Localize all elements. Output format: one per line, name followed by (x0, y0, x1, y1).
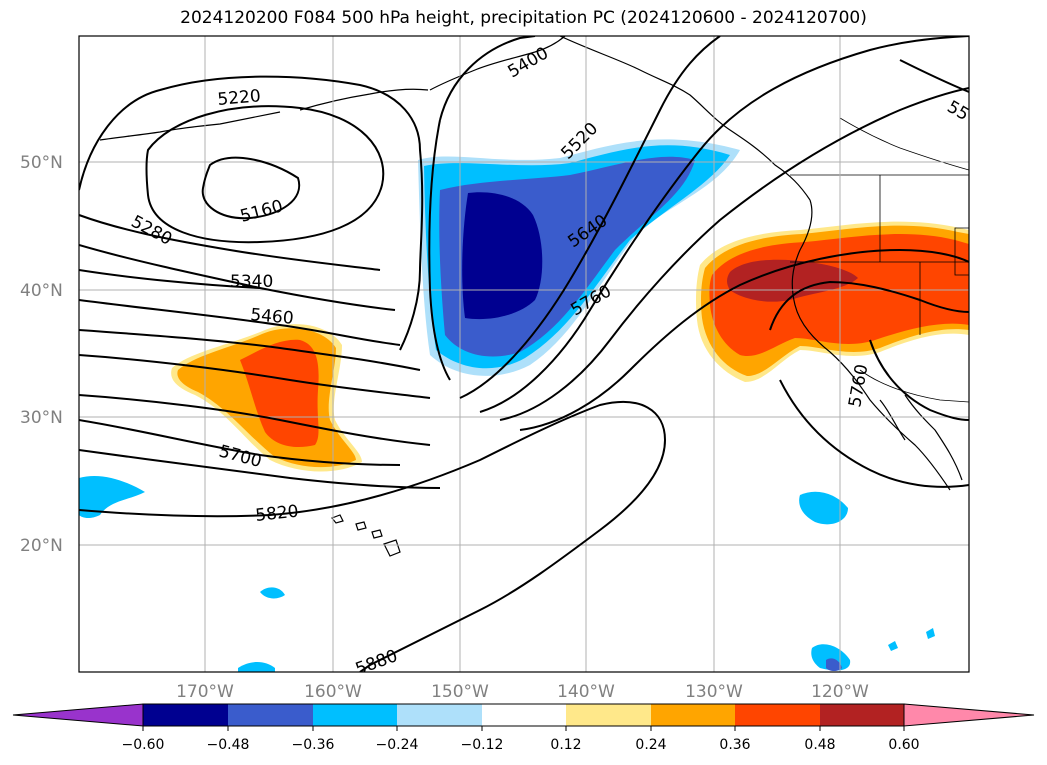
contour-5340 (79, 269, 261, 289)
colorbar-bin (482, 704, 566, 726)
contour-5760e (779, 379, 969, 488)
lat-label: 30°N (20, 408, 63, 428)
precip-neg-bottom (238, 662, 275, 672)
contour-label: 5460 (250, 305, 295, 329)
gridlines (79, 36, 969, 672)
lon-label: 130°W (685, 682, 743, 702)
lat-label: 20°N (20, 536, 63, 556)
precip-neg-west (79, 475, 145, 519)
contour-label: 5880 (353, 646, 400, 680)
contour-5220 (145, 105, 385, 244)
contour-c (79, 354, 431, 399)
contour-label: 5760 (845, 363, 872, 409)
colorbar-label: 0.36 (719, 737, 750, 753)
precip-neg-east1 (799, 491, 848, 525)
lat-label: 50°N (20, 153, 63, 173)
colorbar-label: 0.60 (888, 737, 919, 753)
contour-5760 (519, 248, 969, 431)
lon-label: 160°W (304, 682, 362, 702)
colorbar-extend-high (903, 703, 1035, 727)
contour-d (479, 36, 969, 413)
precip-neg-tiny1 (888, 641, 898, 651)
contour-5820 (79, 400, 667, 672)
precip-neg-strong (462, 192, 543, 320)
colorbar-bin (313, 704, 397, 726)
colorbar-label: −0.12 (461, 737, 504, 753)
height-contours (79, 36, 969, 672)
colorbar-bin (228, 704, 313, 726)
precip-neg-tiny2 (926, 628, 935, 639)
contour-5160 (201, 156, 301, 220)
colorbar-ticks (142, 726, 905, 731)
precip-pos-west-strong (240, 339, 319, 448)
map-frame (78, 35, 970, 673)
colorbar-label: −0.36 (292, 737, 335, 753)
contour-5700 (79, 419, 401, 466)
colorbar-bin (566, 704, 651, 726)
precip-neg-east2b (826, 658, 842, 671)
contour-label: 5340 (230, 272, 273, 292)
colorbar-label: 0.24 (635, 737, 666, 753)
contour-5640 (499, 87, 969, 421)
lat-label: 40°N (20, 281, 63, 301)
lon-label: 150°W (431, 682, 489, 702)
colorbar-label: −0.48 (207, 737, 250, 753)
colorbar-bin (651, 704, 735, 726)
contour-label: 55 (944, 97, 973, 125)
longitude-labels: 170°W 160°W 150°W 140°W 130°W 120°W (176, 682, 869, 702)
colorbar-extend-low (12, 703, 144, 727)
colorbar-bin (820, 704, 904, 726)
colorbar-label: 0.48 (804, 737, 835, 753)
colorbar-label: −0.60 (122, 737, 165, 753)
contour-b (79, 299, 401, 346)
colorbar-outline (142, 703, 905, 727)
contour-5400 (439, 36, 536, 121)
coastlines (99, 36, 963, 557)
precip-shading (79, 139, 969, 672)
precip-neg-south (260, 587, 285, 599)
colorbar-bin (397, 704, 482, 726)
contour-5760w (79, 449, 441, 489)
contour-label: 5400 (505, 43, 552, 82)
contour-5400b (428, 119, 451, 381)
lon-label: 120°W (811, 682, 869, 702)
map-area: 5220 5160 5280 5340 5460 5400 5520 5640 … (79, 36, 973, 680)
lon-label: 140°W (557, 682, 615, 702)
contour-label: 5280 (128, 212, 176, 250)
colorbar-bin (143, 704, 228, 726)
contour-label: 5220 (217, 86, 262, 110)
colorbar-bin (735, 704, 820, 726)
contour-label: 5820 (254, 502, 299, 526)
latitude-labels: 50°N 40°N 30°N 20°N (20, 153, 63, 556)
contour-f (899, 59, 969, 93)
contour-5280b (79, 214, 381, 271)
map-title: 2024120200 F084 500 hPa height, precipit… (180, 8, 867, 28)
contour-5820e (869, 339, 969, 421)
contour-e (79, 394, 431, 446)
colorbar-label: 0.12 (550, 737, 581, 753)
contour-5760e2 (769, 280, 969, 331)
lon-label: 170°W (176, 682, 234, 702)
contour-5460 (79, 329, 421, 371)
colorbar-label: −0.24 (376, 737, 419, 753)
contour-label: 5160 (238, 196, 285, 227)
contour-5520 (459, 36, 721, 399)
colorbar: −0.60 −0.48 −0.36 −0.24 −0.12 0.12 0.24 … (12, 703, 1035, 753)
contour-5280 (79, 75, 424, 351)
